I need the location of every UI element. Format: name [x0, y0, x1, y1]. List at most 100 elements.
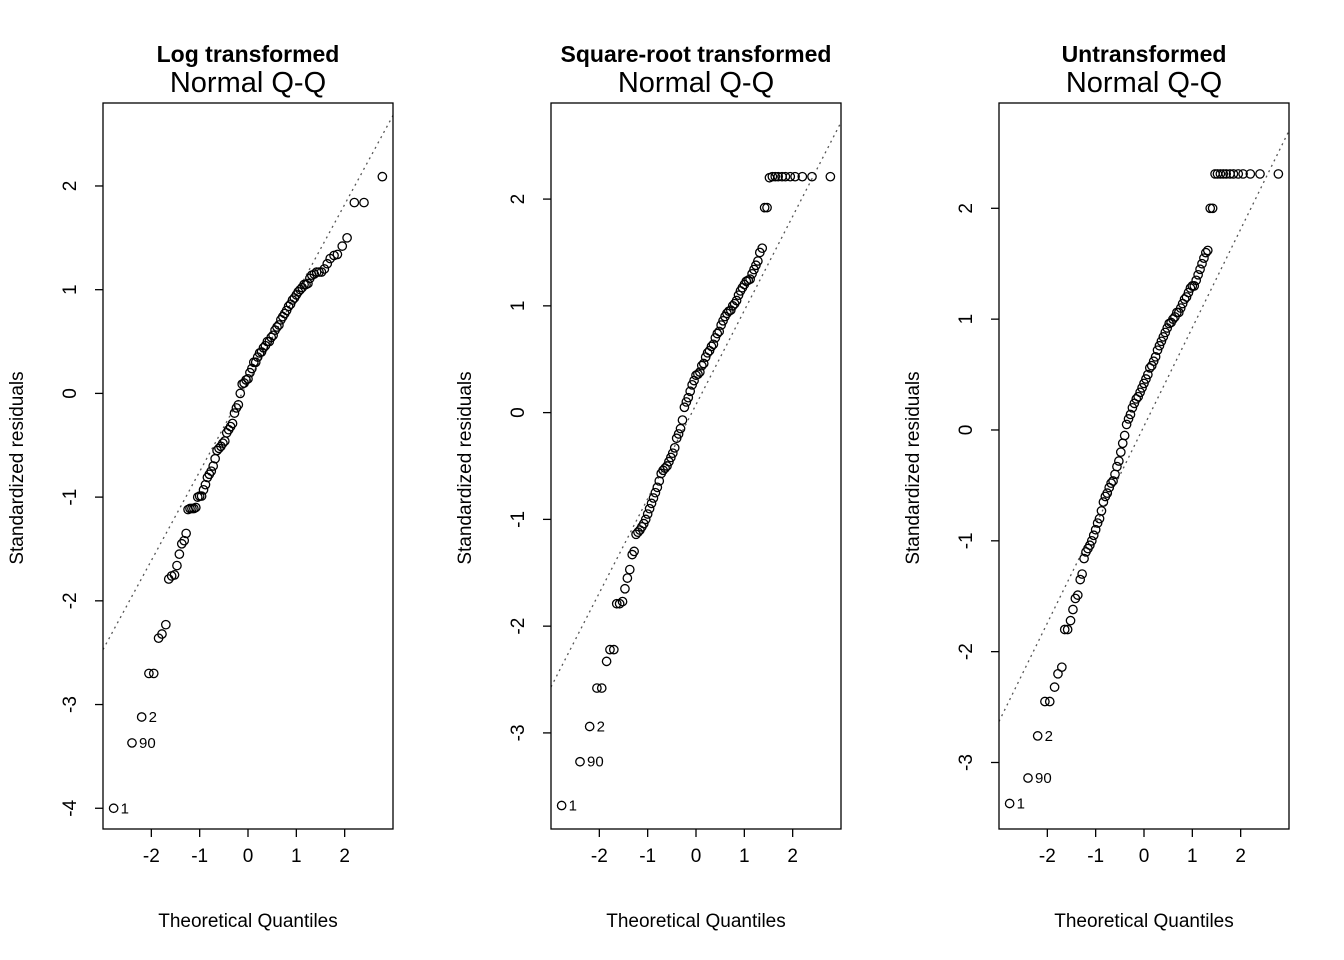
qq-point — [1062, 624, 1073, 635]
qq-point — [644, 503, 655, 514]
qq-point — [648, 493, 659, 503]
qq-point — [745, 274, 755, 285]
qq-point — [229, 408, 240, 418]
qq-point — [1127, 402, 1138, 413]
qq-point — [1088, 530, 1099, 541]
qq-point — [673, 429, 684, 439]
point-label: 1 — [569, 798, 577, 815]
y-tick-label: 2 — [508, 194, 529, 205]
panel-title: Normal Q-Q — [170, 67, 326, 99]
x-tick-label: -2 — [591, 846, 608, 867]
y-tick-label: 2 — [956, 203, 977, 214]
x-tick-label: 0 — [1139, 846, 1150, 867]
qq-point — [1201, 247, 1211, 258]
y-tick-label: -2 — [508, 618, 529, 635]
qq-point — [377, 171, 388, 182]
qq-point — [679, 402, 690, 413]
x-tick-label: 2 — [787, 846, 798, 867]
qq-point — [1117, 438, 1128, 449]
qq-point — [176, 538, 187, 549]
qq-point — [233, 399, 244, 410]
y-tick-label: 1 — [60, 284, 81, 295]
y-tick-label: -4 — [60, 799, 81, 816]
y-tick-label: -1 — [956, 532, 977, 549]
qq-reference-line — [551, 121, 841, 688]
qq-point — [825, 171, 836, 182]
qq-point — [712, 328, 723, 339]
qq-point — [1221, 169, 1232, 179]
qq-point — [1106, 478, 1116, 489]
qq-point — [172, 560, 182, 571]
qq-point — [1215, 169, 1226, 179]
qq-point — [359, 197, 369, 208]
qq-point — [1075, 574, 1086, 585]
qq-point — [1154, 340, 1165, 351]
qq-point — [1092, 518, 1103, 528]
qq-point — [646, 498, 657, 509]
qq-point — [1255, 169, 1265, 179]
qq-point — [1148, 356, 1159, 367]
y-tick-label: 0 — [956, 425, 977, 436]
qq-point — [1121, 419, 1132, 430]
qq-point — [1119, 430, 1130, 441]
y-tick-label: 1 — [956, 314, 977, 325]
qq-point — [250, 357, 261, 368]
y-tick-label: -1 — [60, 489, 81, 506]
qq-point — [1068, 604, 1078, 615]
qq-point — [1072, 590, 1083, 600]
qq-point — [714, 326, 725, 337]
qq-point — [1156, 336, 1167, 347]
qq-point — [342, 232, 352, 243]
qq-point — [767, 171, 778, 182]
y-tick-label: -2 — [956, 643, 977, 660]
qq-point — [780, 171, 791, 182]
y-tick-label: 2 — [60, 181, 81, 192]
qq-point — [1059, 624, 1070, 635]
qq-point — [608, 644, 619, 655]
qq-point — [790, 171, 800, 182]
panel-title: Normal Q-Q — [1066, 67, 1222, 99]
y-tick-label: -1 — [508, 511, 529, 528]
x-tick-label: 0 — [243, 846, 254, 867]
qq-point — [198, 485, 209, 495]
qq-point — [624, 564, 635, 575]
qq-point — [1135, 387, 1145, 398]
y-axis-label: Standardized residuals — [455, 371, 476, 564]
qq-point — [192, 492, 203, 502]
qq-point — [1150, 351, 1161, 362]
x-tick-label: 2 — [1235, 846, 1246, 867]
qq-point — [309, 269, 320, 279]
qq-point — [108, 803, 119, 814]
qq-point — [731, 295, 742, 306]
qq-point — [127, 738, 137, 748]
qq-point — [1004, 798, 1015, 809]
qq-point — [1056, 662, 1067, 673]
qq-point — [1044, 696, 1055, 707]
qq-point — [596, 683, 607, 693]
plot-frame — [550, 102, 842, 830]
qq-point — [640, 514, 651, 525]
qq-point — [1040, 696, 1050, 707]
qq-point — [1077, 569, 1087, 579]
qq-point — [1123, 414, 1134, 424]
qq-point — [179, 535, 190, 546]
qq-point — [1189, 281, 1200, 291]
point-label: 90 — [139, 735, 156, 752]
qq-point — [1143, 369, 1153, 380]
qq-point — [1233, 169, 1244, 179]
qq-point — [189, 503, 199, 514]
qq-point — [196, 491, 207, 501]
qq-point — [1238, 169, 1248, 179]
qq-point — [614, 598, 625, 609]
qq-point — [1102, 488, 1113, 499]
y-tick-label: -3 — [60, 696, 81, 713]
x-tick-label: 1 — [1187, 846, 1198, 867]
x-tick-label: 1 — [739, 846, 750, 867]
qq-point — [762, 202, 772, 213]
x-tick-label: 0 — [691, 846, 702, 867]
qq-point — [1096, 506, 1107, 516]
qq-point — [592, 683, 602, 693]
point-label: 90 — [1035, 770, 1052, 787]
